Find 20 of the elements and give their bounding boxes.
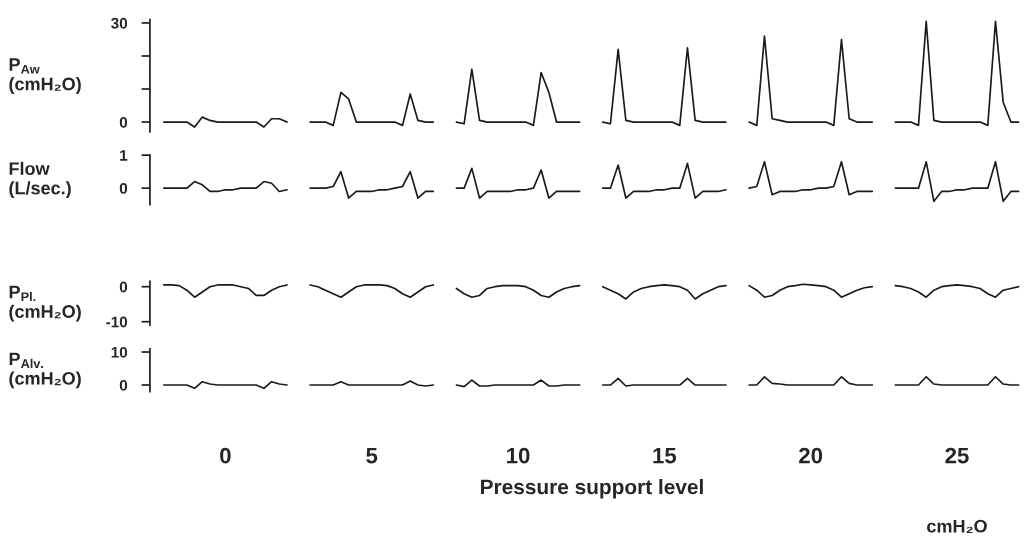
- y-axis-title: P$_{Alv.}$ (cmH₂O): [9, 352, 81, 389]
- x-tick-label: 5: [366, 447, 378, 464]
- y-tick-label: 0: [119, 281, 128, 293]
- y-tick-label: 1: [120, 150, 128, 161]
- y-tick-label: 0: [119, 116, 128, 128]
- y-axis-title: Flow (L/sec.): [9, 161, 71, 199]
- y-tick-label: 0: [119, 183, 128, 194]
- y-tick-label: 0: [119, 379, 128, 391]
- y-axis-title: P$_{Pl.}$ (cmH₂O): [9, 285, 81, 322]
- x-tick-label: 15: [653, 447, 677, 464]
- x-tick-label: 10: [507, 447, 530, 464]
- y-axis-title: P$_{Aw}$ (cmH₂O): [9, 58, 81, 94]
- x-axis-title: Pressure support level: [481, 478, 703, 499]
- y-tick-label: -10: [106, 316, 128, 328]
- x-tick-label: 25: [945, 447, 969, 464]
- y-tick-label: 10: [111, 346, 128, 358]
- text: cmH₂O: [927, 519, 987, 533]
- x-tick-label: 0: [220, 447, 231, 464]
- x-tick-label: 20: [799, 447, 823, 464]
- y-tick-label: 30: [111, 17, 128, 29]
